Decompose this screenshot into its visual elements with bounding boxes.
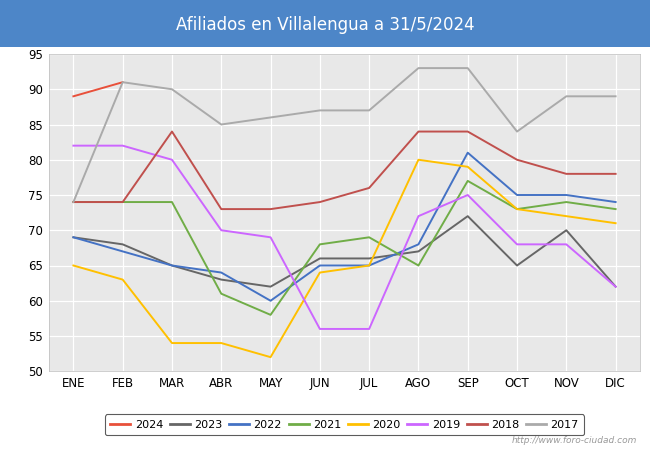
Text: Afiliados en Villalengua a 31/5/2024: Afiliados en Villalengua a 31/5/2024 <box>176 16 474 34</box>
Legend: 2024, 2023, 2022, 2021, 2020, 2019, 2018, 2017: 2024, 2023, 2022, 2021, 2020, 2019, 2018… <box>105 414 584 436</box>
Text: http://www.foro-ciudad.com: http://www.foro-ciudad.com <box>512 436 637 445</box>
